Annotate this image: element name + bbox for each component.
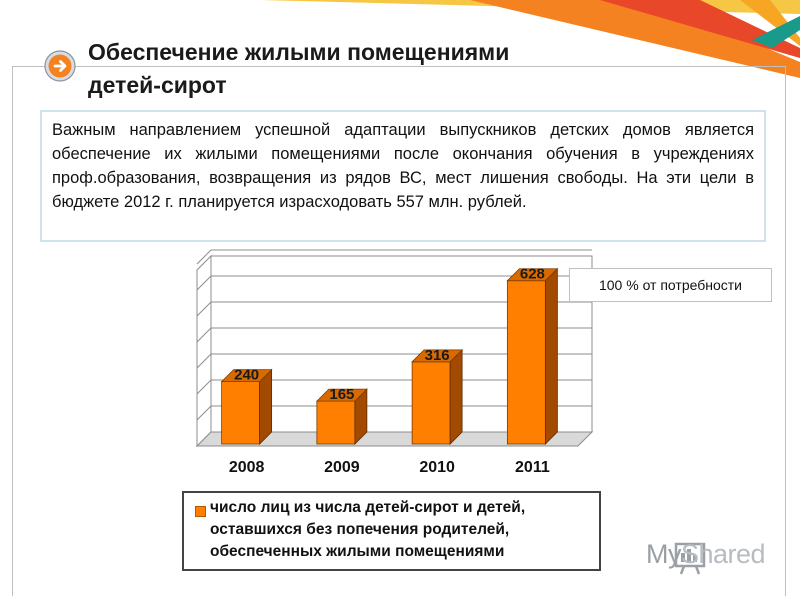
bar-2011: [506, 280, 546, 445]
gridline: [196, 327, 592, 343]
bar-side-2010: [449, 348, 463, 445]
note-text: 100 % от потребности: [598, 277, 743, 293]
title-line-1: Обеспечение жилыми помещениями: [88, 39, 510, 65]
data-label: 628: [520, 266, 545, 283]
legend-line-2: оставшихся без попечения родителей,: [210, 521, 510, 538]
bar-top-2009: [315, 388, 368, 402]
note-box: 100 % от потребности: [569, 268, 772, 302]
slide-frame: [12, 66, 786, 596]
stripe-red: [600, 0, 800, 58]
data-label: 316: [425, 347, 450, 364]
bar-side-2011: [544, 267, 558, 445]
x-tick-label: 2011: [515, 459, 550, 476]
gridline: [196, 353, 592, 369]
stripe-teal: [752, 16, 800, 48]
myshared-logo-icon: [674, 542, 706, 575]
gridline: [196, 275, 592, 291]
x-tick-label: 2010: [419, 459, 455, 476]
bar-2008: [221, 381, 261, 445]
description-text: Важным направлением успешной адаптации в…: [52, 121, 754, 211]
x-tick-label: 2008: [229, 459, 265, 476]
watermark-my: My: [646, 539, 682, 569]
gridline: [196, 405, 592, 421]
gridline: [196, 379, 592, 395]
stripe-orange: [470, 0, 800, 78]
gridline: [196, 249, 592, 265]
legend-label: число лиц из числа детей-сирот и детей, …: [210, 497, 600, 563]
bar-2009: [316, 400, 356, 445]
gridline: [196, 301, 592, 317]
bar-top-2008: [220, 369, 273, 383]
watermark-shared: Shared: [681, 539, 766, 569]
legend-swatch: [195, 506, 206, 517]
title-line-2: детей-сирот: [88, 72, 227, 98]
x-tick-label: 2009: [324, 459, 360, 476]
bar-2010: [411, 361, 451, 445]
legend-line-1: число лиц из числа детей-сирот и детей,: [210, 499, 526, 516]
arrow-right-icon[interactable]: [44, 50, 76, 82]
chart-legend: число лиц из числа детей-сирот и детей, …: [182, 491, 601, 571]
watermark-text: MyShared: [646, 536, 766, 572]
slide-title: Обеспечение жилыми помещениями детей-сир…: [88, 36, 648, 102]
data-label: 240: [234, 367, 259, 384]
chart-floor: [195, 431, 594, 447]
data-label: 165: [329, 386, 354, 403]
legend-line-3: обеспеченных жилыми помещениями: [210, 543, 505, 560]
decorative-stripes: [95, 0, 800, 78]
description-box: Важным направлением успешной адаптации в…: [40, 110, 766, 242]
bar-side-2008: [259, 368, 273, 445]
bar-top-2010: [411, 349, 464, 363]
bar-top-2011: [506, 268, 559, 282]
